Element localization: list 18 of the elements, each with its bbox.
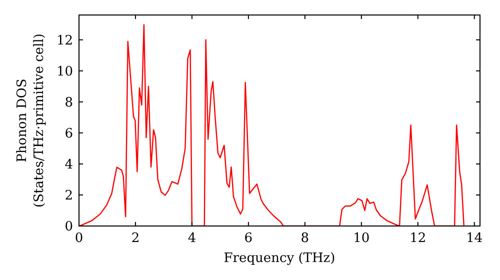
x-tick-label: 6 xyxy=(244,231,253,246)
line-series xyxy=(79,24,465,226)
y-tick-label: 4 xyxy=(64,157,73,172)
y-axis-title: Phonon DOS (States/THz·primitive cell) xyxy=(15,33,47,208)
y-tick-label: 12 xyxy=(56,33,73,48)
x-tick-label: 2 xyxy=(131,231,140,246)
x-axis-title: Frequency (THz) xyxy=(224,251,336,266)
x-tick-label: 10 xyxy=(353,231,370,246)
x-tick-label: 14 xyxy=(466,231,483,246)
y-tick-label: 0 xyxy=(64,220,73,235)
y-tick-label: 10 xyxy=(56,64,73,80)
y-tick-label: 6 xyxy=(64,126,73,142)
y-tick-label: 2 xyxy=(64,188,73,204)
x-tick-label: 8 xyxy=(300,231,310,246)
x-tick-label: 4 xyxy=(188,231,196,246)
x-tick-label: 12 xyxy=(410,231,426,246)
x-tick-label: 0 xyxy=(74,231,84,246)
y-tick-label: 8 xyxy=(64,95,73,110)
